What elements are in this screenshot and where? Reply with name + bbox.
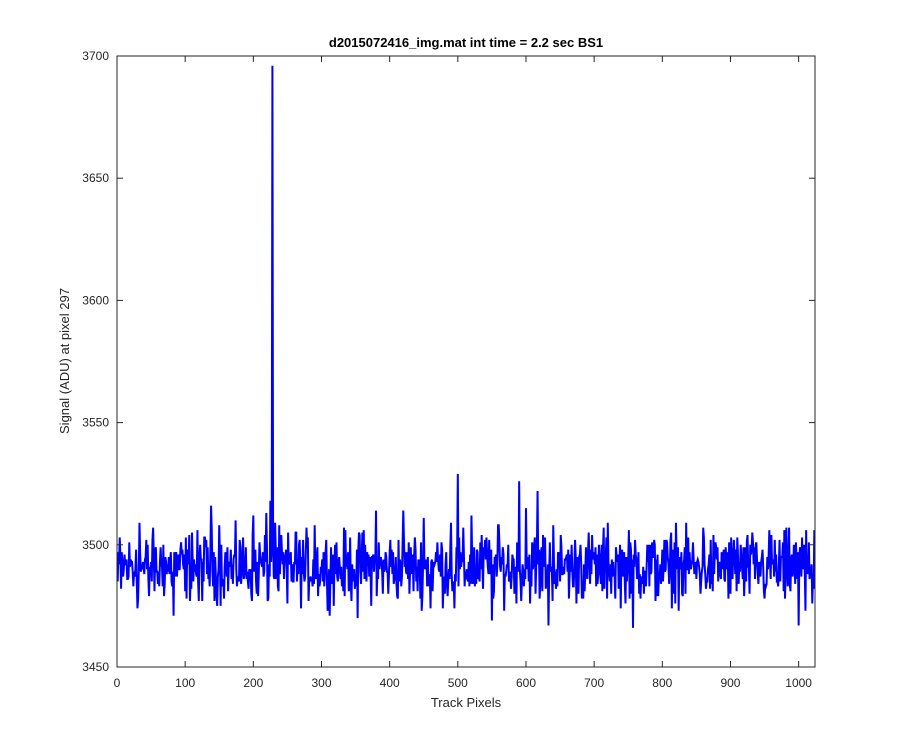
- y-tick-label: 3450: [82, 660, 109, 674]
- x-tick-label: 500: [448, 676, 468, 690]
- plot-frame: [116, 55, 816, 668]
- y-tick-label: 3500: [82, 538, 109, 552]
- x-tick-label: 0: [114, 676, 121, 690]
- y-tick-label: 3550: [82, 416, 109, 430]
- x-tick-label: 700: [584, 676, 604, 690]
- x-tick-label: 900: [720, 676, 740, 690]
- y-ticks: 3450 3500 3550 3600 3650 3700: [82, 49, 815, 674]
- y-tick-label: 3650: [82, 171, 109, 185]
- chart-title: d2015072416_img.mat int time = 2.2 sec B…: [329, 35, 603, 50]
- x-tick-label: 300: [311, 676, 331, 690]
- x-tick-label: 200: [243, 676, 263, 690]
- x-tick-label: 400: [380, 676, 400, 690]
- x-tick-label: 100: [175, 676, 195, 690]
- x-axis-label: Track Pixels: [431, 695, 502, 710]
- signal-series-line: [116, 65, 816, 628]
- y-tick-label: 3600: [82, 293, 109, 307]
- x-tick-label: 800: [652, 676, 672, 690]
- series-layer: [116, 65, 816, 628]
- y-tick-label: 3700: [82, 49, 109, 63]
- x-tick-label: 600: [516, 676, 536, 690]
- x-ticks: 0 100 200 300 400 500 600 700 800 900 1000: [114, 56, 812, 690]
- y-axis-label: Signal (ADU) at pixel 297: [57, 288, 72, 434]
- x-tick-label: 1000: [785, 676, 812, 690]
